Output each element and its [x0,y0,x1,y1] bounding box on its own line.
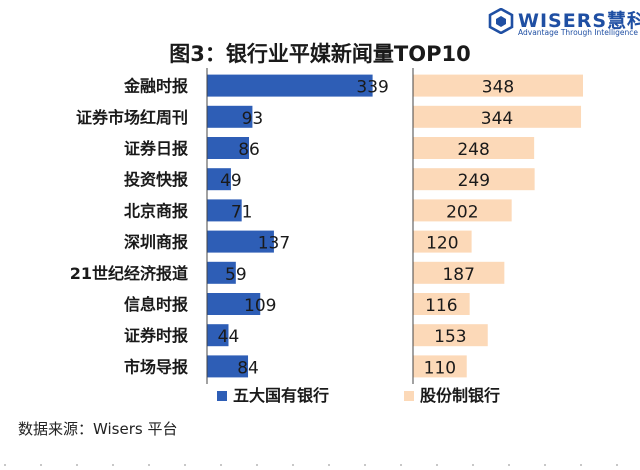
data-label-joint: 116 [425,296,457,316]
data-label-big5: 86 [238,140,260,160]
source-note: 数据来源：Wisers 平台 [18,420,178,438]
bar-big5 [207,74,373,97]
category-label: 金融时报 [123,77,188,96]
category-label: 北京商报 [124,201,188,220]
data-label-joint: 249 [458,171,490,191]
bar-joint [413,230,472,253]
category-label: 21世纪经济报道 [70,264,188,283]
legend-swatch-joint [404,391,414,401]
category-label: 投资快报 [124,170,188,189]
bar-big5 [207,199,242,222]
bar-joint [413,199,512,222]
data-label-big5: 109 [244,296,276,316]
bar-big5 [207,230,274,253]
logo-wordmark: WISERS慧科 [518,10,640,32]
data-label-big5: 44 [218,327,240,347]
category-label: 市场导报 [124,357,188,376]
category-label: 深圳商报 [124,233,188,252]
chart-title: 图3：银行业平媒新闻量TOP10 [169,42,471,66]
bar-joint [413,261,505,284]
bar-big5 [207,105,253,128]
wisers-logo: WISERS慧科 Advantage Through Intelligence [488,6,640,40]
bar-joint [413,355,467,378]
wisers-logo-icon [488,8,514,34]
bar-big5 [207,261,236,284]
bar-big5 [207,168,231,191]
bar-joint [413,324,488,347]
category-label: 证券市场红周刊 [76,108,188,127]
bar-big5 [207,324,229,347]
data-label-joint: 153 [434,327,466,347]
bar-joint [413,137,535,159]
data-label-big5: 49 [220,171,242,191]
category-label: 证券时报 [124,326,188,345]
logo-tagline: Advantage Through Intelligence [518,28,638,37]
data-label-joint: 110 [424,358,456,378]
bar-joint [413,293,470,315]
bottom-dotted-divider [4,464,636,466]
data-label-big5: 71 [231,202,253,222]
data-label-joint: 248 [457,140,489,160]
legend-label-big5: 五大国有银行 [233,386,329,405]
data-label-joint: 120 [426,234,458,254]
bar-big5 [207,137,250,159]
data-label-big5: 137 [258,234,290,254]
category-label: 证券日报 [124,139,188,158]
category-label: 信息时报 [124,295,188,314]
bar-joint [413,74,583,97]
bar-big5 [207,293,261,315]
bar-big5 [207,355,249,378]
data-label-big5: 339 [356,78,388,98]
legend-swatch-big5 [217,391,227,401]
data-label-joint: 348 [482,78,514,98]
data-label-big5: 84 [237,358,259,378]
data-label-joint: 202 [446,202,478,222]
data-label-big5: 59 [225,265,247,285]
data-label-joint: 344 [481,109,513,129]
data-label-joint: 187 [442,265,474,285]
legend-label-joint: 股份制银行 [420,386,500,405]
bar-joint [413,105,582,128]
bar-joint [413,168,535,191]
data-label-big5: 93 [242,109,264,129]
